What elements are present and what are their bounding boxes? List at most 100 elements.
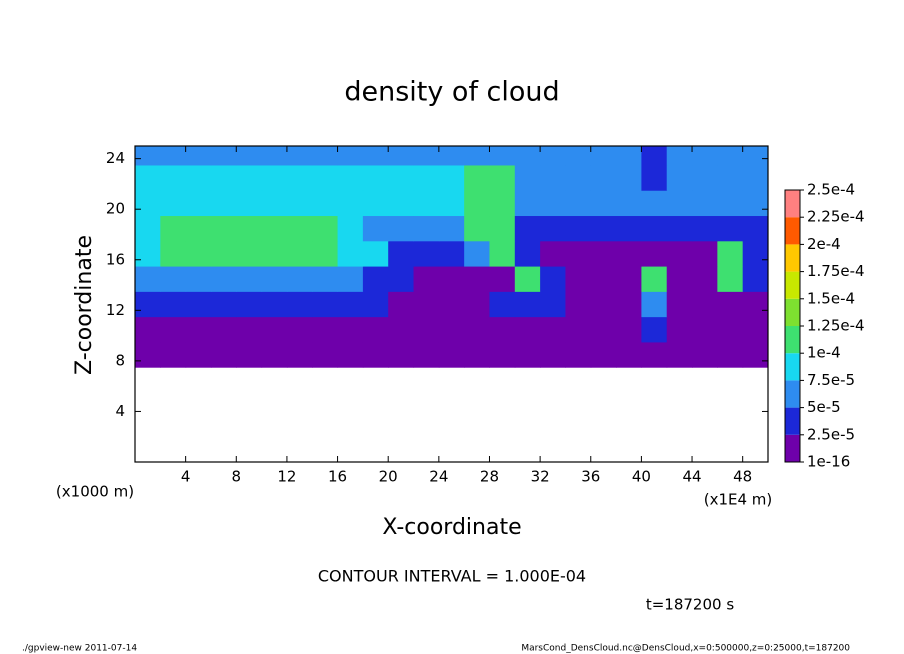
colorbar-label: 2.25e-4 [807,208,865,226]
contour-cell [742,316,769,343]
contour-cell [236,266,263,292]
contour-cell [464,266,490,292]
contour-cell [236,291,263,318]
contour-cell [236,146,263,166]
x-axis-label: X-coordinate [382,515,521,540]
contour-cell [413,190,440,217]
x-tick-label: 32 [531,468,550,486]
colorbar-band [785,353,800,381]
contour-cell [464,291,490,318]
contour-cell [514,146,541,166]
colorbar-band [785,244,800,272]
contour-cell [286,266,313,292]
contour-cell [565,316,592,343]
contour-cell [236,164,263,191]
contour-cell [362,190,389,217]
contour-cell [692,240,718,267]
contour-cell [210,266,237,292]
colorbar-band [785,190,800,218]
contour-cell [590,190,617,217]
contour-cell [286,215,313,242]
contour-cell [135,341,161,368]
contour-cell [362,291,389,318]
contour-cell [160,146,187,166]
contour-cell [135,316,161,343]
contour-cell [717,190,744,217]
contour-cell [692,291,718,318]
contour-cell [261,146,288,166]
contour-cell [489,341,516,368]
colorbar-band [785,271,800,299]
colorbar-label: 1.5e-4 [807,289,855,307]
contour-cell [514,266,541,292]
contour-cell [337,240,364,267]
y-tick-label: 16 [106,250,125,268]
contour-cell [337,146,364,166]
colorbar-band [785,217,800,245]
contour-cell [717,266,744,292]
contour-cell [261,164,288,191]
y-axis-label: Z-coordinate [72,235,97,375]
contour-cell [590,291,617,318]
plot-cells [135,146,769,368]
contour-cell [641,146,668,166]
contour-cell [641,190,668,217]
contour-cell [362,164,389,191]
contour-cell [565,146,592,166]
contour-cell [362,266,389,292]
contour-cell [135,164,161,191]
x-tick-label: 4 [181,468,191,486]
contour-cell [438,215,465,242]
contour-cell [540,266,566,292]
x-tick-label: 36 [581,468,600,486]
contour-cell [742,190,769,217]
contour-cell [388,316,415,343]
contour-cell [160,240,187,267]
contour-cell [692,341,718,368]
contour-cell [464,164,490,191]
contour-cell [692,164,718,191]
contour-cell [565,215,592,242]
contour-cell [616,164,642,191]
contour-cell [312,146,339,166]
contour-cell [692,266,718,292]
contour-cell [692,215,718,242]
contour-cell [135,240,161,267]
contour-cell [312,164,339,191]
contour-cell [337,215,364,242]
contour-cell [540,291,566,318]
contour-cell [464,190,490,217]
contour-cell [185,190,212,217]
contour-cell [261,190,288,217]
contour-cell [210,341,237,368]
contour-cell [286,164,313,191]
contour-cell [616,266,642,292]
plot-frame [134,145,769,463]
x-unit: (x1E4 m) [704,491,773,509]
contour-cell [236,341,263,368]
contour-cell [312,291,339,318]
contour-cell [666,215,693,242]
contour-cell [616,215,642,242]
contour-cell [312,341,339,368]
contour-cell [413,316,440,343]
contour-cell [236,215,263,242]
x-tick-label: 16 [328,468,347,486]
colorbar-band [785,407,800,435]
contour-cell [362,215,389,242]
x-tick-label: 48 [733,468,752,486]
contour-cell [666,266,693,292]
contour-cell [160,266,187,292]
x-tick-label: 44 [682,468,701,486]
contour-cell [742,215,769,242]
contour-cell [540,341,566,368]
contour-cell [565,291,592,318]
contour-cell [210,146,237,166]
contour-cell [717,146,744,166]
y-tick-label: 4 [115,402,125,420]
contour-cell [489,240,516,267]
contour-cell [616,190,642,217]
contour-cell [210,215,237,242]
contour-cell [590,341,617,368]
